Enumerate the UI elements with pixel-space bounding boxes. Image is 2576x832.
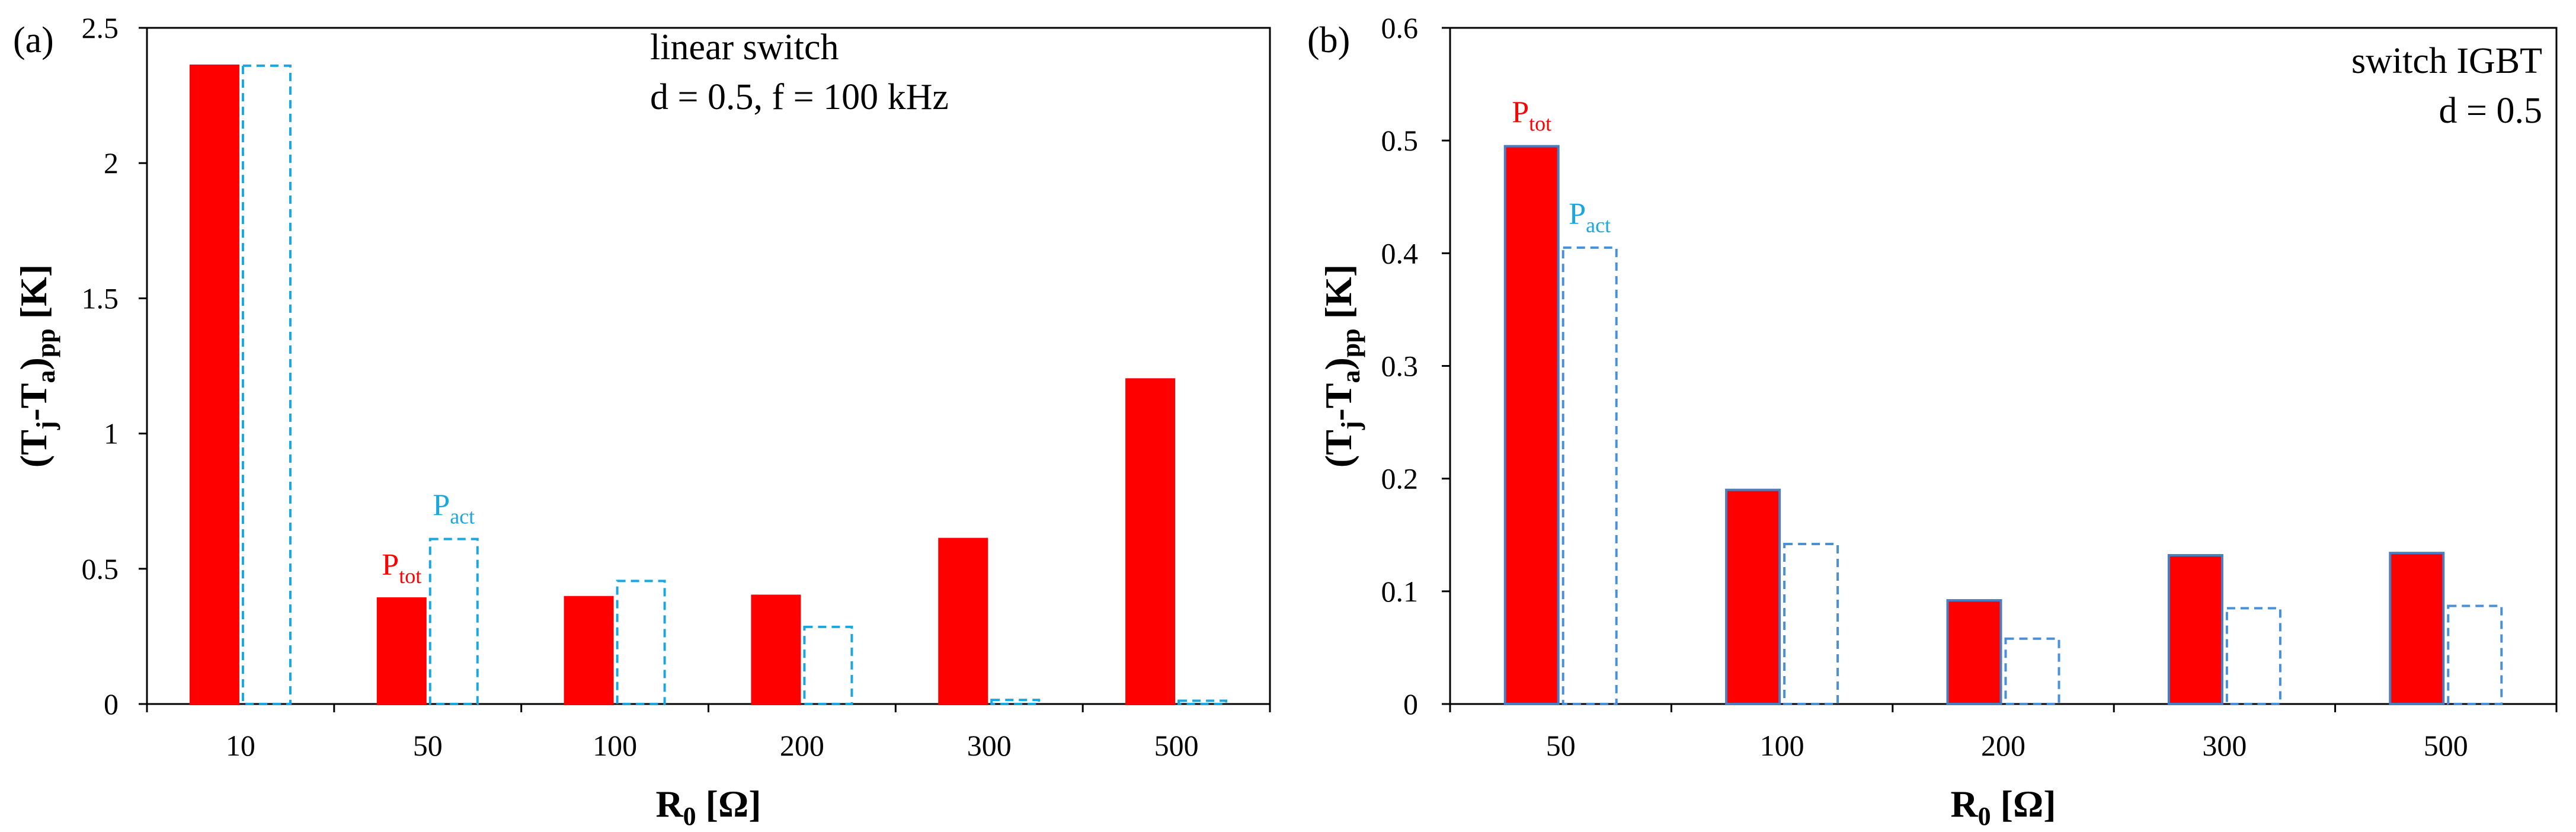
x-tick-label: 500 — [1154, 729, 1199, 762]
bar-pact — [241, 64, 292, 705]
bar-pact — [990, 699, 1041, 706]
y-tick-label: 0.1 — [1381, 575, 1419, 608]
y-tick-label: 0.5 — [82, 552, 119, 585]
bar-ptot — [189, 64, 239, 705]
bar-ptot — [2167, 553, 2223, 705]
y-tick-label: 0.3 — [1381, 350, 1419, 383]
bar-ptot — [1725, 488, 1781, 706]
x-tick-label: 50 — [1546, 729, 1576, 762]
x-tick-label: 200 — [1981, 729, 2025, 762]
series-label-act: Pact — [433, 489, 475, 529]
y-axis-title: (Tj-Ta)pp [K] — [1317, 264, 1365, 468]
y-tick-label: 0.4 — [1381, 236, 1419, 270]
chart-panel-b: 0 0.1 0.2 0.3 0.4 0.5 0.6 50 100 200 300 500 Ptot Pac… — [1307, 11, 2558, 831]
series-label-act: Pact — [1569, 197, 1611, 237]
y-tick-label: 0.5 — [1381, 124, 1419, 157]
bar-ptot — [2389, 552, 2445, 706]
bar-ptot — [751, 594, 801, 705]
bar-ptot — [938, 537, 988, 705]
x-tick-label: 100 — [593, 729, 637, 762]
annotation-line: linear switch — [650, 27, 839, 68]
x-tick-label: 300 — [967, 729, 1012, 762]
chart-panel-a: 0 0.5 1 1.5 2 2.5 10 50 100 200 300 500 Ptot Pact (a) l… — [12, 11, 1271, 831]
plot-frame — [146, 27, 1271, 705]
bar-pact — [1783, 542, 1839, 705]
y-tick-label: 2.5 — [82, 11, 119, 44]
x-tick-label: 50 — [413, 729, 443, 762]
panel-label: (b) — [1307, 20, 1350, 60]
x-tick-label: 300 — [2202, 729, 2247, 762]
bar-pact — [803, 625, 853, 706]
bar-ptot — [1503, 145, 1560, 706]
annotation-line: d = 0.5, f = 100 kHz — [650, 77, 949, 117]
bar-pact — [428, 537, 479, 705]
y-tick-label: 1.5 — [82, 281, 119, 315]
annotation-line: switch IGBT — [2351, 41, 2542, 81]
y-tick-label: 2 — [104, 146, 119, 180]
x-axis-title: R0 [Ω] — [655, 783, 761, 831]
x-tick-label: 100 — [1760, 729, 1804, 762]
y-tick-label: 0.2 — [1381, 462, 1419, 495]
panel-label: (a) — [13, 20, 54, 60]
bar-ptot — [1125, 378, 1176, 705]
bar-pact — [616, 580, 666, 706]
bar-pact — [2004, 637, 2060, 706]
x-tick-label: 10 — [226, 729, 255, 762]
y-tick-label: 0 — [104, 687, 119, 721]
bar-pact — [2447, 604, 2503, 705]
x-axis-title: R0 [Ω] — [1950, 783, 2056, 831]
bar-pact — [1561, 246, 1618, 705]
y-tick-label: 1 — [104, 417, 119, 450]
annotation-line: d = 0.5 — [2439, 91, 2542, 131]
x-tick-label: 200 — [780, 729, 824, 762]
x-tick-label: 500 — [2424, 729, 2468, 762]
bar-pact — [1177, 699, 1228, 705]
y-axis-title: (Tj-Ta)pp [K] — [12, 264, 60, 468]
bar-pact — [2225, 607, 2281, 705]
y-tick-label: 0.6 — [1381, 11, 1419, 44]
bar-ptot — [564, 596, 614, 705]
series-label-tot: Ptot — [382, 548, 421, 588]
bar-ptot — [1946, 599, 2002, 706]
y-tick-label: 0 — [1403, 687, 1418, 721]
series-label-tot: Ptot — [1512, 96, 1551, 136]
bar-ptot — [376, 597, 427, 706]
